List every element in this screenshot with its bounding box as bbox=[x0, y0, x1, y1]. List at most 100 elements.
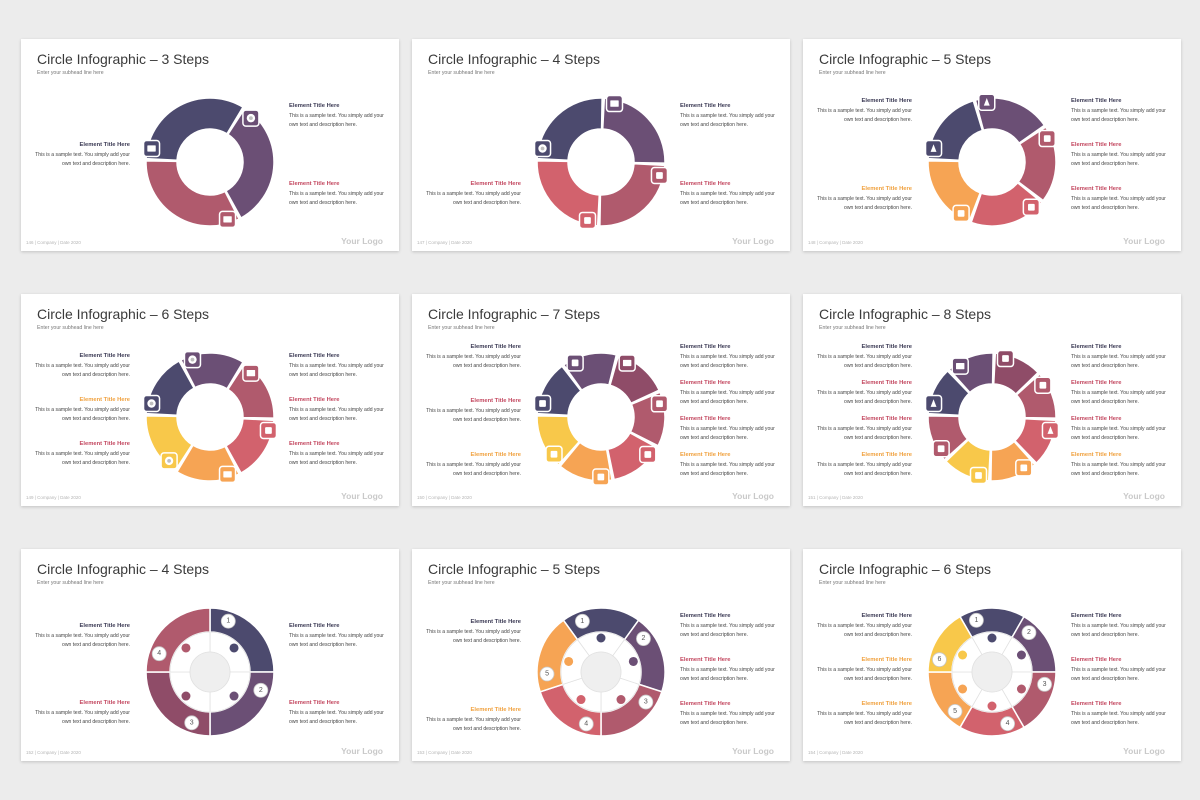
logo: Your Logo bbox=[1123, 491, 1165, 501]
rocket-icon bbox=[628, 656, 638, 666]
document-icon bbox=[644, 451, 652, 458]
slide-card: Circle Infographic – 7 Steps Enter your s… bbox=[412, 294, 790, 506]
target-icon bbox=[987, 633, 997, 643]
step-number: 3 bbox=[1043, 681, 1047, 688]
element-description: This is a sample text. You simply add yo… bbox=[289, 407, 384, 422]
element-title: Element Title Here bbox=[680, 657, 731, 663]
slide-footer: 150 | Company | Date 2020 bbox=[417, 495, 472, 500]
element-block: Element Title Here This is a sample text.… bbox=[1071, 344, 1171, 371]
element-title: Element Title Here bbox=[1071, 142, 1122, 148]
step-number: 2 bbox=[642, 635, 646, 642]
circle-diagram-svg bbox=[533, 352, 669, 486]
element-description: This is a sample text. You simply add yo… bbox=[680, 113, 775, 128]
element-block: Element Title Here This is a sample text.… bbox=[289, 623, 389, 650]
step-number-circle bbox=[539, 666, 555, 682]
circle-diagram bbox=[135, 342, 285, 492]
element-title: Element Title Here bbox=[680, 181, 731, 187]
step-number-circle bbox=[220, 613, 236, 629]
element-block: Element Title Here This is a sample text.… bbox=[421, 398, 521, 425]
element-description: This is a sample text. You simply add yo… bbox=[289, 191, 384, 206]
organization-icon bbox=[576, 695, 586, 705]
element-block: Element Title Here This is a sample text.… bbox=[680, 452, 780, 479]
circle-diagram-svg: 1 2 3 4 bbox=[145, 607, 275, 737]
element-title: Element Title Here bbox=[470, 707, 521, 713]
element-description: This is a sample text. You simply add yo… bbox=[35, 363, 130, 378]
element-description: This is a sample text. You simply add yo… bbox=[1071, 354, 1166, 369]
footer-company-date: | Company | Date 2020 bbox=[33, 240, 81, 245]
element-title: Element Title Here bbox=[1071, 344, 1122, 350]
page-number: 154 bbox=[808, 750, 816, 755]
person-chart-icon bbox=[1016, 684, 1026, 694]
element-description: This is a sample text. You simply add yo… bbox=[1071, 711, 1166, 726]
briefcase-icon bbox=[1002, 355, 1009, 362]
element-title: Element Title Here bbox=[289, 397, 340, 403]
gear-icon bbox=[1016, 650, 1026, 660]
cloud-gear-icon bbox=[164, 456, 174, 466]
element-description: This is a sample text. You simply add yo… bbox=[426, 462, 521, 477]
element-title: Element Title Here bbox=[1071, 657, 1122, 663]
page-number: 146 bbox=[26, 240, 34, 245]
slide-card: Circle Infographic – 4 Steps Enter your s… bbox=[412, 39, 790, 251]
element-block: Element Title Here This is a sample text.… bbox=[30, 441, 130, 468]
element-title: Element Title Here bbox=[861, 701, 912, 707]
slide-card: Circle Infographic – 6 Steps Enter your s… bbox=[21, 294, 399, 506]
element-block: Element Title Here This is a sample text.… bbox=[1071, 98, 1171, 125]
dollar-coin-icon bbox=[229, 643, 239, 653]
element-description: This is a sample text. You simply add yo… bbox=[1071, 390, 1166, 405]
person-chart-icon bbox=[246, 369, 256, 377]
slide-title: Circle Infographic – 6 Steps bbox=[37, 306, 209, 322]
element-description: This is a sample text. You simply add yo… bbox=[426, 629, 521, 644]
element-block: Element Title Here This is a sample text.… bbox=[421, 181, 521, 208]
id-badge-icon bbox=[181, 643, 191, 653]
element-description: This is a sample text. You simply add yo… bbox=[680, 191, 775, 206]
cart-icon bbox=[265, 427, 272, 434]
element-title: Element Title Here bbox=[470, 619, 521, 625]
element-block: Element Title Here This is a sample text.… bbox=[680, 181, 780, 208]
element-title: Element Title Here bbox=[1071, 380, 1122, 386]
element-description: This is a sample text. You simply add yo… bbox=[680, 426, 775, 441]
step-number: 6 bbox=[937, 656, 941, 663]
circle-segment bbox=[145, 160, 241, 227]
circle-diagram: 1 2 3 4 5 bbox=[526, 597, 676, 747]
step-number-circle bbox=[636, 631, 651, 647]
element-block: Element Title Here This is a sample text.… bbox=[289, 397, 389, 424]
element-description: This is a sample text. You simply add yo… bbox=[1071, 196, 1166, 211]
element-description: This is a sample text. You simply add yo… bbox=[1071, 108, 1166, 123]
element-title: Element Title Here bbox=[79, 441, 130, 447]
circle-diagram: 1 2 3 4 5 6 bbox=[917, 597, 1067, 747]
logo: Your Logo bbox=[732, 491, 774, 501]
element-title: Element Title Here bbox=[289, 700, 340, 706]
slide-footer: 147 | Company | Date 2020 bbox=[417, 240, 472, 245]
element-block: Element Title Here This is a sample text.… bbox=[1071, 701, 1171, 728]
step-number: 3 bbox=[644, 699, 648, 706]
logo: Your Logo bbox=[732, 236, 774, 246]
element-description: This is a sample text. You simply add yo… bbox=[289, 710, 384, 725]
element-description: This is a sample text. You simply add yo… bbox=[817, 108, 912, 123]
step-number-circle bbox=[932, 652, 947, 668]
step-number-circle bbox=[638, 694, 654, 710]
footer-company-date: | Company | Date 2020 bbox=[33, 750, 81, 755]
footer-company-date: | Company | Date 2020 bbox=[424, 495, 472, 500]
circle-segment bbox=[536, 160, 601, 227]
element-block: Element Title Here This is a sample text.… bbox=[289, 181, 389, 208]
element-title: Element Title Here bbox=[1071, 186, 1122, 192]
element-block: Element Title Here This is a sample text.… bbox=[680, 657, 780, 684]
element-description: This is a sample text. You simply add yo… bbox=[817, 390, 912, 405]
element-title: Element Title Here bbox=[680, 416, 731, 422]
element-title: Element Title Here bbox=[79, 397, 130, 403]
circle-diagram-svg bbox=[924, 93, 1057, 227]
element-title: Element Title Here bbox=[289, 103, 340, 109]
circle-diagram: 1 2 3 4 bbox=[135, 597, 285, 747]
element-description: This is a sample text. You simply add yo… bbox=[289, 633, 384, 648]
footer-company-date: | Company | Date 2020 bbox=[815, 495, 863, 500]
element-description: This is a sample text. You simply add yo… bbox=[817, 196, 912, 211]
element-block: Element Title Here This is a sample text.… bbox=[30, 353, 130, 380]
circle-diagram bbox=[526, 342, 676, 492]
page-number: 149 bbox=[26, 495, 34, 500]
slide-subhead: Enter your subhead line here bbox=[37, 70, 104, 76]
step-number: 5 bbox=[953, 708, 957, 715]
circle-diagram bbox=[526, 87, 676, 237]
element-block: Element Title Here This is a sample text.… bbox=[421, 344, 521, 371]
slide-subhead: Enter your subhead line here bbox=[819, 325, 886, 331]
step-number-circle bbox=[947, 703, 963, 719]
